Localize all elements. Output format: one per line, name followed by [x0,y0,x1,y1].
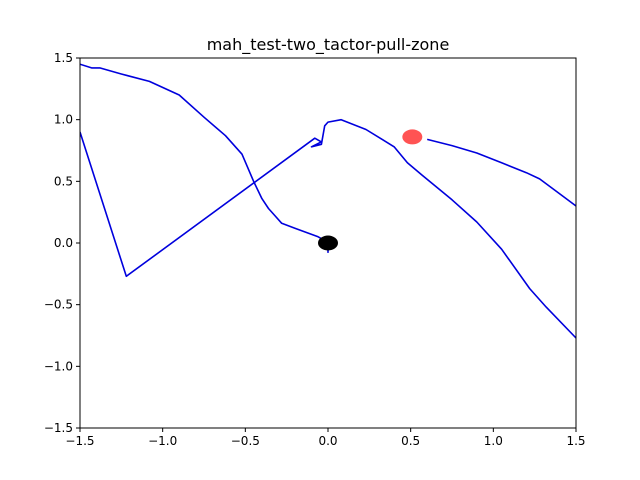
x-tick-label: 1.0 [484,434,503,448]
y-tick-label: −1.5 [44,421,73,435]
x-tick-label: −1.5 [65,434,94,448]
y-tick-label: −0.5 [44,298,73,312]
y-axis-ticks: 1.5 1.0 0.5 0.0 −0.5 −1.0 −1.5 [44,51,80,435]
y-tick-label: 0.5 [54,174,73,188]
marker-layer [318,129,423,251]
series-line-1 [80,63,329,253]
series-layer [80,63,576,339]
x-tick-label: 1.5 [566,434,585,448]
x-axis-ticks: −1.5 −1.0 −0.5 0.0 0.5 1.0 1.5 [65,428,586,448]
series-line-3 [427,138,576,207]
x-tick-label: 0.0 [318,434,337,448]
position-marker-2 [402,129,423,145]
y-tick-label: 1.5 [54,51,73,65]
y-tick-label: 1.0 [54,113,73,127]
x-tick-label: −1.0 [148,434,177,448]
series-line-2 [80,118,576,339]
y-tick-label: 0.0 [54,236,73,250]
chart-title: mah_test-two_tactor-pull-zone [207,35,450,55]
x-tick-label: 0.5 [401,434,420,448]
y-tick-label: −1.0 [44,359,73,373]
position-marker-1 [318,235,338,251]
x-tick-label: −0.5 [231,434,260,448]
